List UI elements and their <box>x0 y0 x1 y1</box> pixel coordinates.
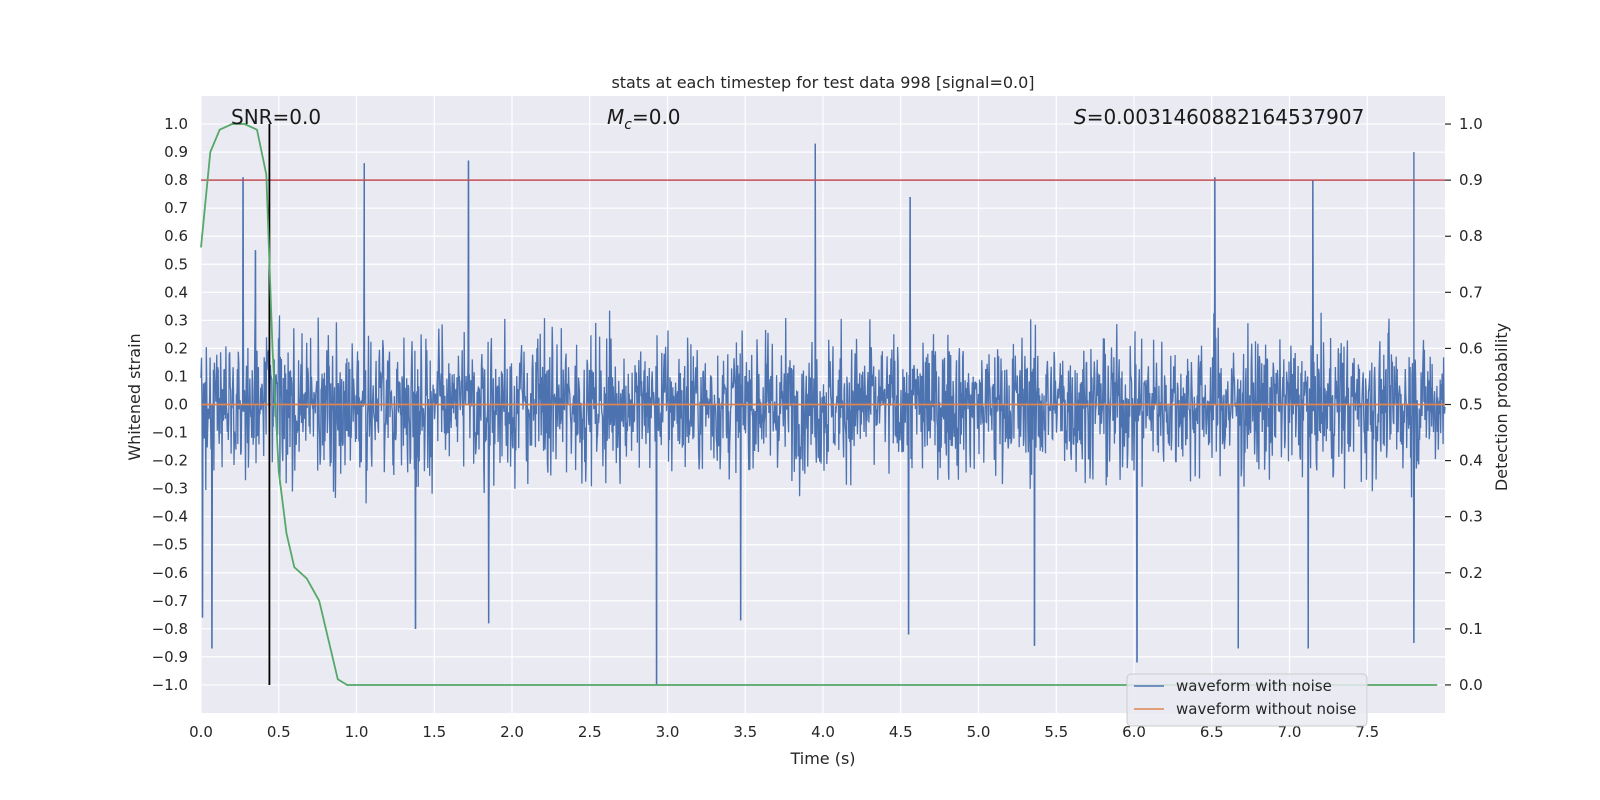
y-tick-label: 0.4 <box>164 283 188 301</box>
snr-statistic-annotation: S=0.0031460882164537907 <box>1074 105 1364 129</box>
x-tick-label: 4.5 <box>889 723 913 741</box>
y-tick-label: 0.0 <box>164 396 188 414</box>
y-axis-label: Whitened strain <box>125 333 144 460</box>
y-tick-label: 0.3 <box>164 311 188 329</box>
y-tick-label: 0.1 <box>164 367 188 385</box>
legend-label-clean: waveform without noise <box>1176 700 1356 718</box>
y-tick-label: −0.7 <box>152 592 188 610</box>
y2-tick-label: 0.0 <box>1459 676 1483 694</box>
noise-trace <box>200 143 1446 686</box>
y-tick-label: −0.5 <box>152 536 188 554</box>
y-tick-label: 0.7 <box>164 199 188 217</box>
x-tick-label: 0.5 <box>267 723 291 741</box>
y-tick-label: −0.8 <box>152 620 188 638</box>
chirp-mass-value: =0.0 <box>632 105 681 129</box>
y-axis-ticks: 1.0 0.9 0.8 0.7 0.6 0.5 0.4 0.3 0.2 0.1 0.0 −0.1 −0.… <box>152 115 188 694</box>
x-tick-label: 6.5 <box>1200 723 1224 741</box>
chart-title: stats at each timestep for test data 998… <box>611 73 1034 92</box>
y-tick-label: −0.4 <box>152 508 188 526</box>
y2-tick-label: 0.6 <box>1459 339 1483 357</box>
snr-annotation: SNR=0.0 <box>231 105 321 129</box>
detection-probability-line <box>200 123 1438 686</box>
legend-label-noise: waveform with noise <box>1176 677 1332 695</box>
y2-tick-label: 0.4 <box>1459 452 1483 470</box>
y-tick-label: −0.2 <box>152 452 188 470</box>
waveform-with-noise-series <box>200 143 1446 686</box>
statistic-symbol: S <box>1074 105 1087 129</box>
y2-tick-label: 0.2 <box>1459 564 1483 582</box>
y2-tick-label: 0.5 <box>1459 396 1483 414</box>
y2-tick-label: 0.9 <box>1459 171 1483 189</box>
x-axis-ticks: 0.0 0.5 1.0 1.5 2.0 2.5 3.0 3.5 4.0 4.5 5.0 5.5 6.0 6… <box>189 723 1379 741</box>
x-tick-label: 5.0 <box>967 723 991 741</box>
y-tick-label: 0.8 <box>164 171 188 189</box>
y-tick-label: −0.6 <box>152 564 188 582</box>
x-tick-label: 2.5 <box>578 723 602 741</box>
y-tick-label: −1.0 <box>152 676 188 694</box>
x-tick-label: 7.5 <box>1355 723 1379 741</box>
y-tick-label: 1.0 <box>164 115 188 133</box>
x-tick-label: 6.0 <box>1122 723 1146 741</box>
y2-axis-ticks: 1.0 0.9 0.8 0.7 0.6 0.5 0.4 0.3 0.2 0.1 0.0 <box>1445 115 1483 694</box>
x-tick-label: 5.5 <box>1044 723 1068 741</box>
statistic-value: =0.0031460882164537907 <box>1087 105 1365 129</box>
chirp-mass-annotation: Mc=0.0 <box>607 105 681 133</box>
x-tick-label: 1.0 <box>345 723 369 741</box>
y2-tick-label: 0.8 <box>1459 227 1483 245</box>
y-tick-label: 0.6 <box>164 227 188 245</box>
legend-box <box>1126 673 1368 727</box>
y-tick-label: −0.1 <box>152 424 188 442</box>
x-tick-label: 0.0 <box>189 723 213 741</box>
y2-tick-label: 0.1 <box>1459 620 1483 638</box>
y-tick-label: −0.9 <box>152 648 188 666</box>
y-tick-label: 0.5 <box>164 255 188 273</box>
x-tick-label: 3.5 <box>733 723 757 741</box>
y2-axis-label: Detection probability <box>1492 323 1511 491</box>
y-tick-label: −0.3 <box>152 480 188 498</box>
x-tick-label: 1.5 <box>422 723 446 741</box>
x-tick-label: 7.0 <box>1278 723 1302 741</box>
y2-tick-label: 0.3 <box>1459 508 1483 526</box>
x-tick-label: 2.0 <box>500 723 524 741</box>
chirp-mass-subscript: c <box>624 117 632 133</box>
y2-tick-label: 1.0 <box>1459 115 1483 133</box>
y-tick-label: 0.9 <box>164 143 188 161</box>
x-axis-label: Time (s) <box>789 749 855 768</box>
chirp-mass-symbol: M <box>607 105 624 129</box>
legend: waveform with noise waveform without noi… <box>1126 673 1368 727</box>
y2-tick-label: 0.7 <box>1459 283 1483 301</box>
x-tick-label: 3.0 <box>656 723 680 741</box>
y-tick-label: 0.2 <box>164 339 188 357</box>
x-tick-label: 4.0 <box>811 723 835 741</box>
